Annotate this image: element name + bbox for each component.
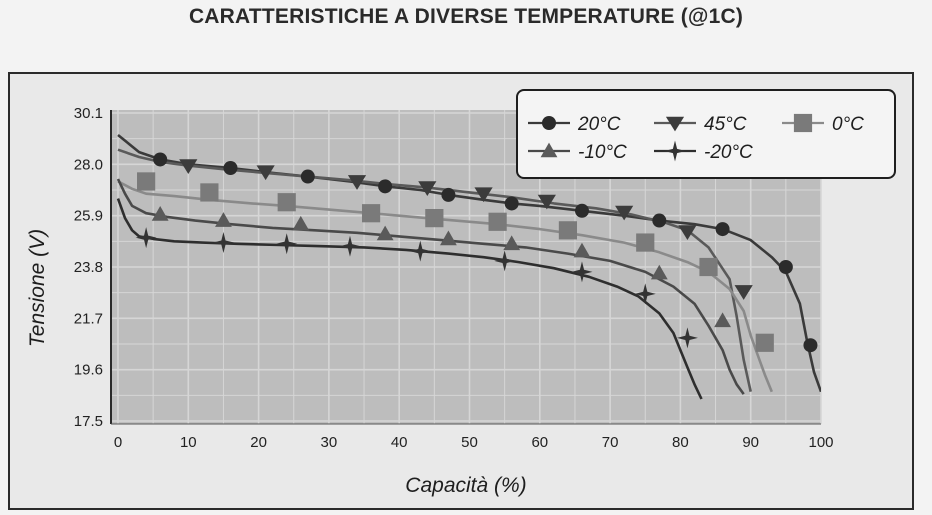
x-tick-label: 90 bbox=[742, 434, 759, 451]
y-tick-label: 19.6 bbox=[74, 362, 103, 379]
data-point-marker bbox=[494, 250, 516, 272]
data-point-marker bbox=[803, 338, 818, 353]
legend-marker bbox=[542, 116, 556, 130]
data-point-marker bbox=[215, 212, 232, 227]
data-point-marker bbox=[179, 159, 198, 174]
legend-label: 0°C bbox=[832, 114, 864, 135]
data-point-marker bbox=[615, 205, 634, 221]
data-point-marker bbox=[300, 169, 315, 184]
data-point-marker bbox=[292, 215, 310, 231]
data-point-marker bbox=[441, 187, 456, 202]
legend-label: -20°C bbox=[704, 142, 753, 163]
chart-title: CARATTERISTICHE A DIVERSE TEMPERATURE (@… bbox=[188, 5, 744, 28]
series-line bbox=[116, 198, 703, 400]
data-point-marker bbox=[488, 212, 507, 231]
data-point-marker bbox=[276, 233, 298, 255]
data-point-marker bbox=[212, 232, 234, 254]
legend-marker bbox=[793, 113, 813, 133]
y-tick-label: 28.0 bbox=[74, 156, 103, 173]
data-point-marker bbox=[558, 221, 578, 240]
data-point-marker bbox=[537, 194, 556, 210]
y-tick-label: 21.7 bbox=[74, 310, 103, 327]
data-point-marker bbox=[425, 209, 444, 228]
data-point-marker bbox=[650, 264, 668, 280]
data-point-marker bbox=[151, 206, 169, 221]
x-tick-label: 60 bbox=[531, 434, 548, 451]
data-point-marker bbox=[715, 222, 730, 237]
legend-label: -10°C bbox=[578, 142, 627, 163]
y-tick-label: 25.9 bbox=[74, 208, 103, 225]
data-point-marker bbox=[137, 172, 156, 191]
data-point-marker bbox=[571, 261, 593, 283]
y-axis-label: Tensione (V) bbox=[26, 229, 49, 347]
data-point-marker bbox=[676, 327, 698, 349]
data-point-marker bbox=[503, 235, 521, 251]
series-line bbox=[117, 148, 752, 392]
legend: 20°C 45°C 0°C -10°C -20°C bbox=[516, 89, 896, 179]
data-point-marker bbox=[135, 227, 157, 249]
data-point-marker bbox=[636, 233, 655, 252]
data-point-marker bbox=[347, 175, 367, 190]
legend-marker bbox=[540, 142, 558, 158]
data-point-marker bbox=[339, 235, 361, 257]
legend-marker bbox=[665, 116, 685, 132]
x-tick-label: 30 bbox=[321, 434, 338, 451]
data-point-marker bbox=[376, 225, 394, 241]
data-point-marker bbox=[734, 285, 753, 300]
data-point-marker bbox=[474, 187, 493, 203]
data-point-marker bbox=[223, 161, 238, 175]
data-point-marker bbox=[714, 312, 731, 328]
data-point-marker bbox=[409, 240, 431, 262]
data-point-marker bbox=[153, 152, 168, 167]
x-tick-label: 80 bbox=[672, 434, 689, 451]
legend-box bbox=[516, 89, 896, 179]
data-point-marker bbox=[699, 257, 718, 277]
data-point-marker bbox=[678, 225, 697, 240]
x-axis-label: Capacità (%) bbox=[405, 474, 526, 497]
legend-label: 45°C bbox=[704, 114, 747, 135]
y-tick-label: 23.8 bbox=[74, 259, 103, 276]
data-point-marker bbox=[256, 165, 275, 181]
x-tick-label: 0 bbox=[114, 434, 122, 451]
y-tick-label: 30.1 bbox=[74, 105, 103, 122]
data-point-marker bbox=[504, 196, 519, 211]
x-tick-label: 20 bbox=[250, 434, 267, 451]
data-point-marker bbox=[378, 179, 393, 194]
data-point-marker bbox=[277, 193, 296, 212]
axes: 0 10 20 30 40 50 60 70 80 90 100 30.1 28.0 25.9 23.8 21… bbox=[74, 105, 834, 451]
data-point-marker bbox=[418, 181, 437, 196]
x-tick-label: 40 bbox=[391, 434, 408, 451]
data-point-marker bbox=[574, 203, 589, 218]
x-tick-label: 70 bbox=[602, 434, 619, 451]
x-tick-label: 50 bbox=[461, 434, 478, 451]
legend-label: 20°C bbox=[577, 114, 621, 135]
data-point-marker bbox=[634, 283, 656, 305]
data-point-marker bbox=[652, 213, 667, 228]
y-tick-label: 17.5 bbox=[74, 413, 103, 430]
data-point-marker bbox=[361, 204, 381, 223]
data-point-marker bbox=[573, 242, 591, 258]
x-tick-label: 100 bbox=[808, 434, 833, 451]
legend-marker bbox=[664, 140, 686, 162]
markers-group bbox=[135, 152, 818, 353]
data-point-marker bbox=[200, 183, 219, 202]
data-point-marker bbox=[778, 260, 793, 274]
x-tick-label: 10 bbox=[180, 434, 197, 451]
data-point-marker bbox=[440, 230, 457, 246]
data-point-marker bbox=[755, 333, 774, 352]
